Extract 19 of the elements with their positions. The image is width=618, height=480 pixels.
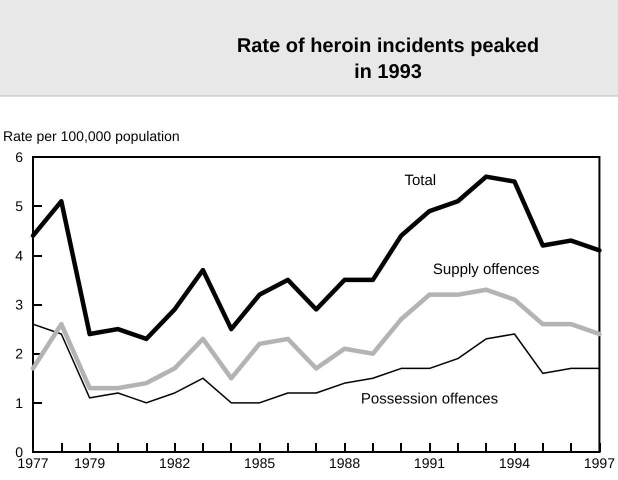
- x-tick-label: 1994: [498, 455, 530, 471]
- x-tick-label: 1985: [244, 455, 276, 471]
- series-label: Total: [404, 172, 436, 190]
- x-tick-label: 1991: [414, 455, 446, 471]
- y-tick-label: 6: [15, 149, 24, 165]
- x-tick-label: 1988: [328, 455, 360, 471]
- y-tick-label: 3: [15, 296, 24, 312]
- series-label: Possession offences: [360, 390, 498, 408]
- y-tick-label: 1: [15, 394, 24, 411]
- x-tick-label: 1982: [159, 455, 190, 471]
- y-tick-label: 2: [15, 346, 24, 362]
- x-tick-label: 1979: [74, 455, 106, 471]
- y-axis-title: Rate per 100,000 population: [3, 128, 180, 144]
- x-tick-label: 1997: [584, 455, 616, 471]
- series-label: Supply offences: [432, 260, 540, 278]
- y-tick-label: 5: [15, 198, 24, 214]
- chart-title: Rate of heroin incidents peaked in 1993: [236, 35, 540, 83]
- line-series: [30, 288, 602, 390]
- y-tick-label: 4: [15, 247, 24, 264]
